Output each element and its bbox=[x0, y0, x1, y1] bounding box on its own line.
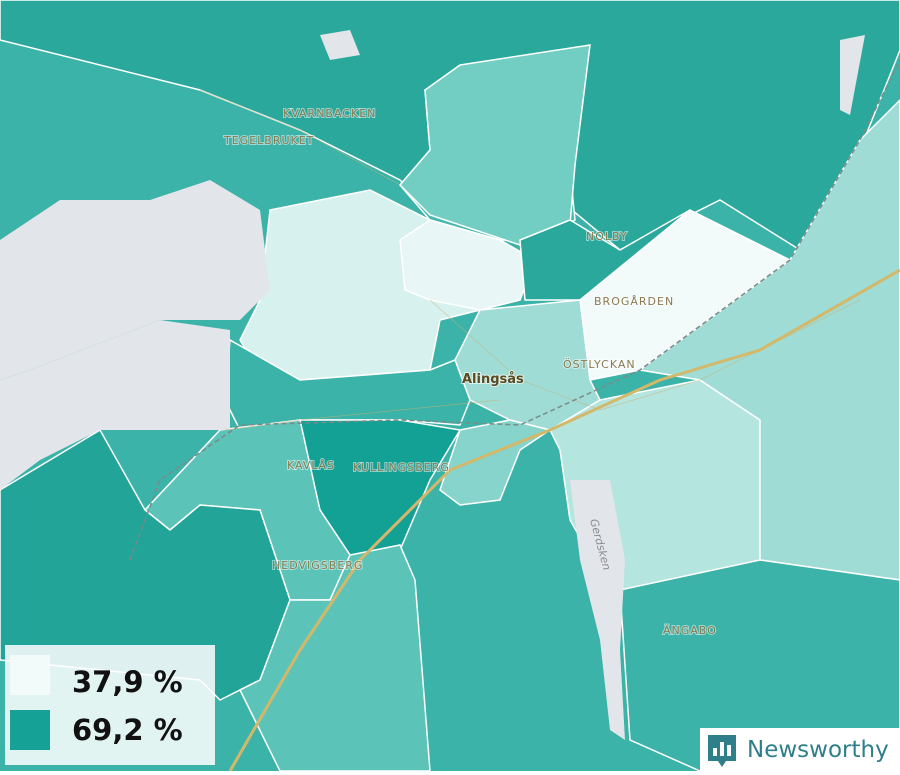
region bbox=[619, 559, 900, 772]
place-label: TEGELBRUKET bbox=[223, 134, 314, 147]
legend: 37,9 % 69,2 % bbox=[5, 645, 215, 765]
lake bbox=[0, 180, 270, 380]
lake bbox=[840, 35, 865, 115]
place-label: KAVLÅS bbox=[287, 459, 335, 472]
logo-icon bbox=[727, 745, 731, 756]
lake bbox=[570, 480, 625, 740]
legend-label: 37,9 % bbox=[72, 665, 183, 699]
place-label: KULLINGSBERG bbox=[353, 461, 450, 474]
region bbox=[399, 219, 536, 311]
logo-icon bbox=[713, 748, 717, 756]
brand-name: Newsworthy bbox=[747, 737, 889, 763]
lake bbox=[0, 320, 230, 490]
railway bbox=[129, 59, 900, 561]
logo-icon bbox=[720, 742, 724, 756]
place-label: Alingsås bbox=[462, 372, 524, 387]
region bbox=[398, 44, 591, 246]
place-label: HEDVIGSBERG bbox=[272, 559, 363, 572]
place-label: KVARNBACKEN bbox=[283, 107, 376, 120]
place-label: ÖSTLYCKAN bbox=[563, 358, 636, 371]
region bbox=[224, 338, 471, 431]
lake bbox=[320, 30, 360, 60]
brand-logo: Newsworthy bbox=[700, 728, 900, 771]
legend-swatch bbox=[10, 655, 50, 695]
place-label: NOLBY bbox=[586, 230, 628, 243]
water bbox=[0, 30, 865, 740]
place-label: BROGÅRDEN bbox=[594, 295, 674, 308]
region bbox=[238, 544, 431, 772]
legend-label: 69,2 % bbox=[72, 713, 183, 747]
legend-swatch bbox=[10, 710, 50, 750]
region bbox=[519, 209, 691, 301]
roads bbox=[129, 59, 900, 772]
highway bbox=[228, 268, 900, 772]
place-label: ÄNGABO bbox=[663, 624, 717, 637]
